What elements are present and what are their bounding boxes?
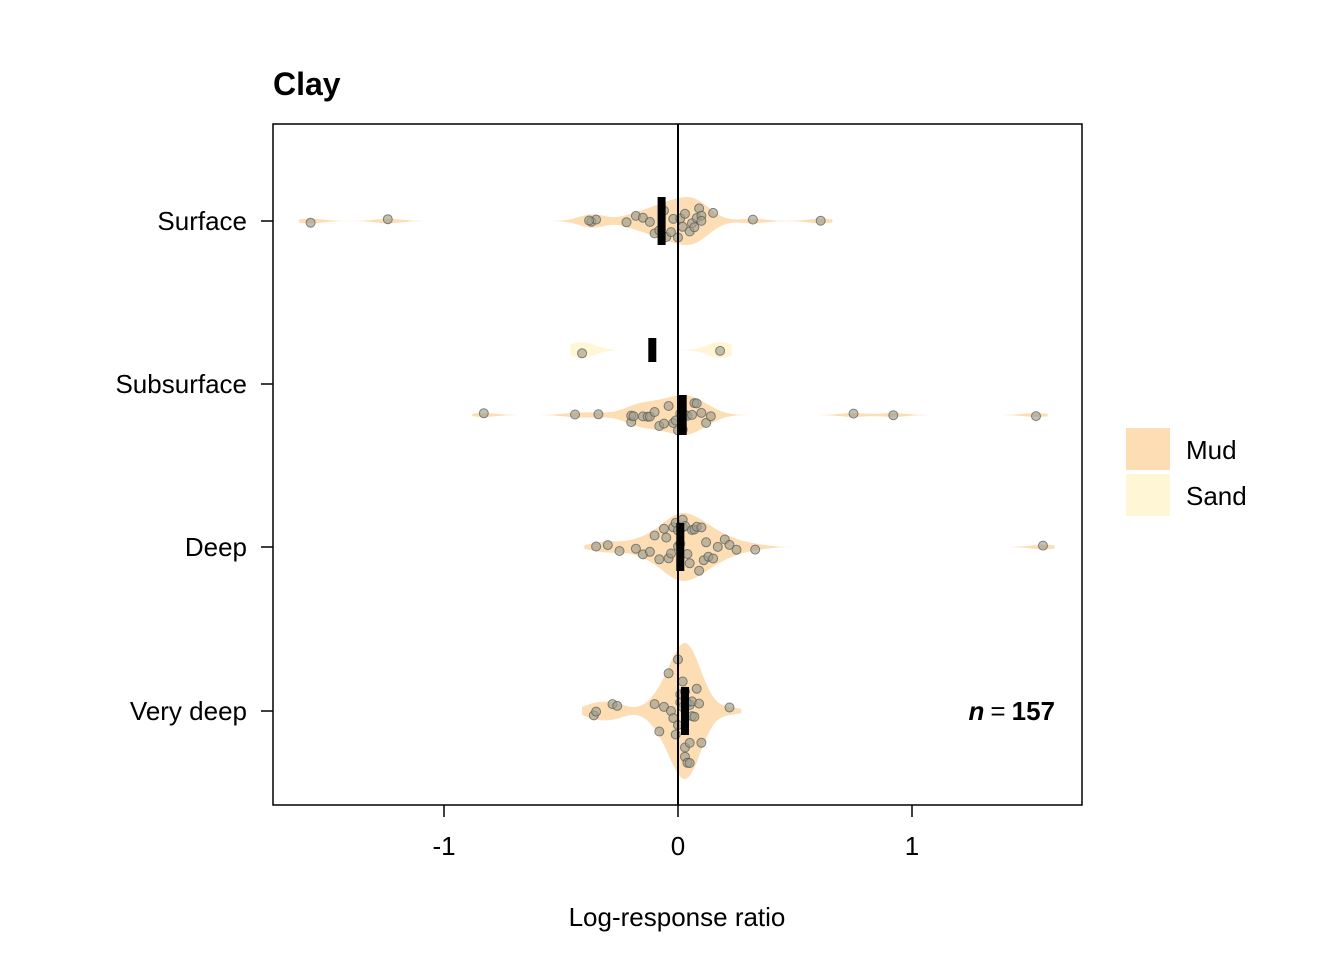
data-point xyxy=(659,418,669,429)
sample-size-annotation: n = 157 xyxy=(969,696,1055,726)
data-point xyxy=(701,537,712,548)
legend-key-mud xyxy=(1126,428,1170,470)
data-point xyxy=(628,411,639,422)
data-point xyxy=(684,737,695,748)
y-tick-label: Deep xyxy=(185,532,247,562)
x-tick-label: 0 xyxy=(671,831,685,861)
violin-subsurface-mud xyxy=(472,395,1048,435)
data-point xyxy=(644,216,655,227)
mean-bar xyxy=(676,523,685,571)
data-point xyxy=(305,217,316,228)
data-point xyxy=(591,541,602,552)
data-point xyxy=(602,540,613,551)
x-tick-label: 1 xyxy=(905,831,919,861)
data-point xyxy=(689,222,700,233)
points-layer xyxy=(305,203,1048,768)
data-point xyxy=(694,698,705,709)
data-point xyxy=(708,553,719,564)
data-point xyxy=(696,407,707,418)
legend: Mud Sand xyxy=(1126,428,1247,516)
data-point xyxy=(614,546,625,556)
legend-key-sand xyxy=(1126,474,1170,516)
data-point xyxy=(684,758,695,768)
data-point xyxy=(708,207,719,218)
y-tick-label: Subsurface xyxy=(115,369,247,399)
data-point xyxy=(696,522,707,533)
data-point xyxy=(649,407,660,417)
data-point xyxy=(731,544,742,555)
data-point xyxy=(724,702,735,713)
violin-subsurface-sand xyxy=(570,342,732,358)
means-layer xyxy=(648,197,689,735)
data-point xyxy=(677,676,688,687)
mean-bar xyxy=(648,338,657,362)
data-point xyxy=(478,408,489,419)
violin-deep-mud xyxy=(584,513,1055,581)
y-axis: Surface Subsurface Deep Very deep xyxy=(115,206,273,726)
n-equals: = xyxy=(990,696,1005,726)
data-point xyxy=(694,565,705,576)
data-point xyxy=(691,398,702,409)
mean-bar xyxy=(657,197,666,245)
y-tick-label: Surface xyxy=(157,206,247,236)
data-point xyxy=(680,208,690,219)
data-point xyxy=(705,411,716,422)
y-tick-label: Very deep xyxy=(130,696,247,726)
data-point xyxy=(612,700,623,711)
data-point xyxy=(666,548,676,559)
data-point xyxy=(570,409,580,420)
data-point xyxy=(649,699,660,710)
data-point xyxy=(747,214,758,225)
data-point xyxy=(1031,411,1041,422)
x-tick-label: -1 xyxy=(432,831,455,861)
mean-bar xyxy=(678,395,687,435)
data-point xyxy=(888,410,899,421)
data-point xyxy=(591,706,602,717)
data-point xyxy=(584,215,595,226)
data-point xyxy=(661,532,672,543)
data-point xyxy=(696,215,707,226)
data-point xyxy=(815,215,826,226)
data-point xyxy=(689,711,700,722)
x-axis: -1 0 1 xyxy=(432,805,919,861)
data-point xyxy=(654,726,665,737)
chart-title: Clay xyxy=(273,66,341,102)
data-point xyxy=(696,737,707,748)
data-point xyxy=(593,409,604,420)
data-point xyxy=(701,417,712,428)
data-point xyxy=(382,214,393,225)
data-point xyxy=(649,530,660,541)
data-point xyxy=(715,345,726,356)
data-point xyxy=(1038,540,1048,551)
data-point xyxy=(691,683,702,694)
data-point xyxy=(577,348,588,359)
data-point xyxy=(659,523,669,534)
mean-bar xyxy=(681,687,689,735)
data-point xyxy=(663,401,674,411)
x-axis-title: Log-response ratio xyxy=(569,902,786,932)
data-point xyxy=(750,544,761,555)
data-point xyxy=(663,668,674,679)
legend-label-mud: Mud xyxy=(1186,435,1237,465)
data-point xyxy=(654,554,665,565)
n-value: 157 xyxy=(1012,696,1055,726)
data-point xyxy=(724,539,735,550)
data-point xyxy=(712,541,723,552)
data-point xyxy=(621,217,632,228)
data-point xyxy=(687,409,697,420)
data-point xyxy=(848,408,859,419)
legend-label-sand: Sand xyxy=(1186,481,1247,511)
n-symbol: n xyxy=(969,696,985,726)
data-point xyxy=(684,558,695,569)
data-point xyxy=(644,546,655,557)
data-point xyxy=(630,543,641,554)
data-point xyxy=(666,227,676,238)
